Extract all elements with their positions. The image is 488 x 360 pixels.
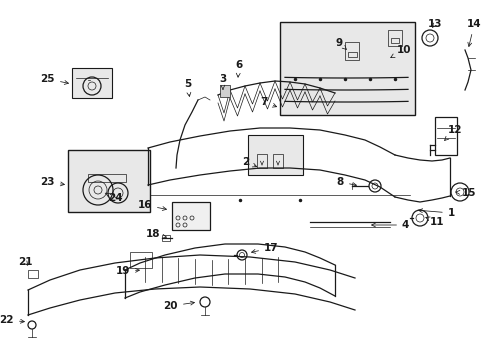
Bar xyxy=(272,154,283,168)
Text: 6: 6 xyxy=(235,60,242,77)
Text: 8: 8 xyxy=(336,177,356,187)
Text: 7: 7 xyxy=(260,97,276,107)
Bar xyxy=(387,30,401,46)
Text: 15: 15 xyxy=(455,188,475,198)
Text: 13: 13 xyxy=(427,19,442,29)
Text: 3: 3 xyxy=(219,74,226,90)
Text: 21: 21 xyxy=(18,257,32,267)
Text: 24: 24 xyxy=(105,193,122,203)
Bar xyxy=(390,38,398,43)
Text: 19: 19 xyxy=(115,266,139,276)
Bar xyxy=(130,252,152,268)
Text: 14: 14 xyxy=(466,19,481,46)
Text: 11: 11 xyxy=(425,217,444,227)
Text: 16: 16 xyxy=(137,200,166,211)
Text: 2: 2 xyxy=(241,157,256,167)
Bar xyxy=(68,150,150,212)
Text: 22: 22 xyxy=(0,315,24,325)
Bar xyxy=(88,174,126,182)
Text: 5: 5 xyxy=(183,79,191,96)
Text: 23: 23 xyxy=(41,177,64,187)
Bar xyxy=(72,68,112,98)
Text: 25: 25 xyxy=(41,74,68,84)
Text: 20: 20 xyxy=(163,301,194,311)
Text: 9: 9 xyxy=(335,38,346,49)
Bar xyxy=(220,85,229,97)
Bar xyxy=(247,135,303,175)
Bar xyxy=(172,202,209,230)
Bar xyxy=(434,117,456,155)
Bar xyxy=(347,52,356,57)
Bar xyxy=(280,22,414,115)
Text: 12: 12 xyxy=(444,125,462,140)
Text: 18: 18 xyxy=(145,229,166,239)
Text: 10: 10 xyxy=(390,45,411,58)
Bar xyxy=(345,42,358,60)
Text: 17: 17 xyxy=(251,243,278,253)
Bar xyxy=(162,235,170,241)
Text: 4: 4 xyxy=(371,220,408,230)
Text: 1: 1 xyxy=(418,208,454,218)
Bar xyxy=(257,154,266,168)
Bar xyxy=(28,270,38,278)
